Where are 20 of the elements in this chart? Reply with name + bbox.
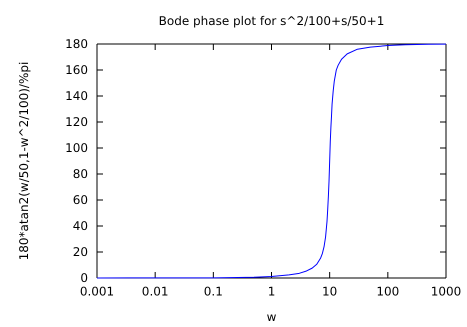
- chart-title: Bode phase plot for s^2/100+s/50+1: [158, 14, 384, 28]
- y-tick-label: 180: [65, 36, 88, 51]
- x-tick-label: 0.1: [204, 284, 223, 299]
- x-tick-label: 0.01: [142, 284, 169, 299]
- x-axis-title: w: [266, 310, 277, 324]
- y-tick-label: 20: [72, 244, 88, 259]
- y-tick-label: 100: [65, 140, 88, 155]
- y-tick-label: 160: [65, 62, 88, 77]
- y-tick-label: 0: [80, 270, 88, 285]
- y-tick-label: 60: [72, 192, 88, 207]
- x-tick-label: 1: [268, 284, 276, 299]
- y-tick-label: 120: [65, 114, 88, 129]
- y-axis-title: 180*atan2(w/50,1-w^2/100)/%pi: [17, 62, 31, 260]
- y-tick-label: 80: [72, 166, 88, 181]
- x-tick-label: 0.001: [80, 284, 114, 299]
- y-tick-label: 140: [65, 88, 88, 103]
- x-tick-label: 10: [322, 284, 338, 299]
- y-tick-label: 40: [72, 218, 88, 233]
- x-tick-label: 1000: [430, 284, 462, 299]
- x-tick-label: 100: [376, 284, 400, 299]
